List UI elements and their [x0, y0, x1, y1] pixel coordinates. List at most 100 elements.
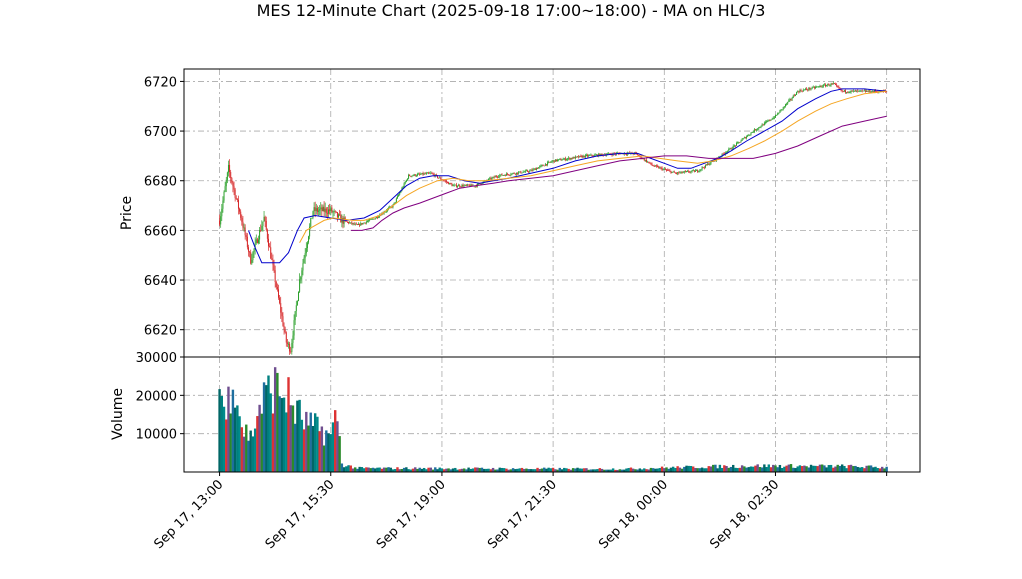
volume-bar [440, 468, 444, 472]
price-candle-body [823, 84, 825, 86]
volume-bar [465, 469, 468, 472]
price-candle-body [378, 216, 380, 218]
price-candle-body [310, 218, 312, 227]
price-candle-body [600, 153, 602, 156]
price-candle-body [693, 170, 695, 172]
price-candle-body [554, 159, 556, 162]
price-candle-body [247, 247, 249, 252]
volume-bar [220, 396, 224, 472]
price-candle-body [241, 217, 243, 222]
price-candle-body [499, 175, 501, 177]
volume-bar [378, 467, 381, 472]
price-candle-body [545, 164, 547, 165]
price-candle-body [406, 178, 408, 180]
price-candle-body [230, 172, 232, 179]
price-candle-body [791, 97, 793, 100]
volume-bar [487, 468, 490, 472]
volume-bar [556, 469, 559, 472]
price-candle-body [323, 206, 325, 212]
price-candle-body [555, 159, 557, 162]
price-candle-body [824, 84, 826, 87]
volume-bar [327, 433, 330, 472]
price-candle-body [773, 117, 775, 119]
price-candle-body [667, 170, 669, 171]
price-candle-body [741, 139, 743, 141]
volume-bar [316, 416, 319, 472]
price-candle-body [498, 176, 500, 178]
price-candle-body [448, 182, 450, 185]
price-candle-body [325, 208, 327, 213]
price-candle-body [652, 165, 654, 167]
volume-bar [687, 465, 690, 472]
price-candle-body [480, 183, 482, 185]
volume-bar [269, 393, 272, 472]
price-plot-area [184, 69, 920, 357]
volume-bar [293, 423, 297, 472]
price-candle-body [413, 174, 415, 176]
price-candle-body [689, 172, 691, 173]
price-candle-body [657, 166, 659, 167]
price-candle-body [500, 174, 502, 176]
volume-bar [574, 468, 577, 472]
price-candle-body [654, 165, 656, 167]
price-candle-body [583, 155, 585, 158]
price-candle-body [314, 207, 316, 212]
price-candle-body [293, 320, 295, 336]
price-candle-body [414, 174, 416, 176]
price-candle-body [349, 222, 351, 224]
price-candle-body [772, 117, 774, 120]
volume-bar [480, 467, 484, 472]
price-candle-body [224, 186, 226, 192]
volume-bar [834, 466, 837, 472]
volume-bar [560, 469, 564, 472]
price-candle-body [649, 162, 651, 164]
price-candle-body [847, 92, 849, 94]
price-candle-body [291, 342, 293, 352]
volume-bar [794, 468, 797, 472]
volume-bar [792, 467, 795, 472]
price-candle-body [721, 153, 723, 157]
price-panel: 6620 6640 6660 6680 6700 6720 Price [119, 68, 921, 358]
price-candle-body [400, 190, 402, 193]
price-candle-body [710, 161, 712, 164]
price-candle-body [231, 178, 233, 183]
price-candle-body [458, 185, 460, 187]
price-candle-body [801, 90, 803, 92]
price-candle-body [758, 127, 760, 129]
volume-bar [558, 467, 561, 472]
price-candle-body [798, 91, 800, 93]
price-candle-body [849, 91, 851, 93]
volume-bar [460, 468, 464, 472]
price-candle-body [360, 223, 362, 226]
price-candle-body [568, 157, 570, 159]
price-candle-body [461, 185, 463, 187]
price-candle-body [474, 185, 476, 187]
price-candle-body [356, 224, 358, 225]
price-candle-body [259, 230, 261, 240]
volume-bar [516, 468, 519, 472]
volume-bar [858, 467, 862, 472]
volume-bar [253, 428, 257, 472]
price-candle-body [223, 191, 225, 201]
volume-bar [422, 467, 426, 472]
volume-bar [669, 467, 673, 472]
price-candle-body [875, 90, 877, 92]
price-candle-body [462, 185, 464, 187]
price-candle-body [806, 88, 808, 90]
price-candle-body [249, 251, 251, 253]
volume-bar [507, 469, 510, 472]
price-candle-body [575, 156, 577, 158]
price-candle-body [754, 129, 756, 131]
volume-bar [596, 469, 599, 472]
volume-bar [245, 424, 248, 472]
volume-bar [320, 426, 324, 472]
price-candle-body [551, 161, 553, 162]
volume-bar [474, 467, 477, 472]
volume-bar [498, 467, 501, 472]
price-candle-body [319, 209, 321, 211]
price-candle-body [587, 154, 589, 157]
price-candle-body [811, 87, 813, 89]
volume-bar [396, 467, 399, 472]
price-candle-body [282, 316, 284, 326]
volume-bar [623, 469, 626, 472]
